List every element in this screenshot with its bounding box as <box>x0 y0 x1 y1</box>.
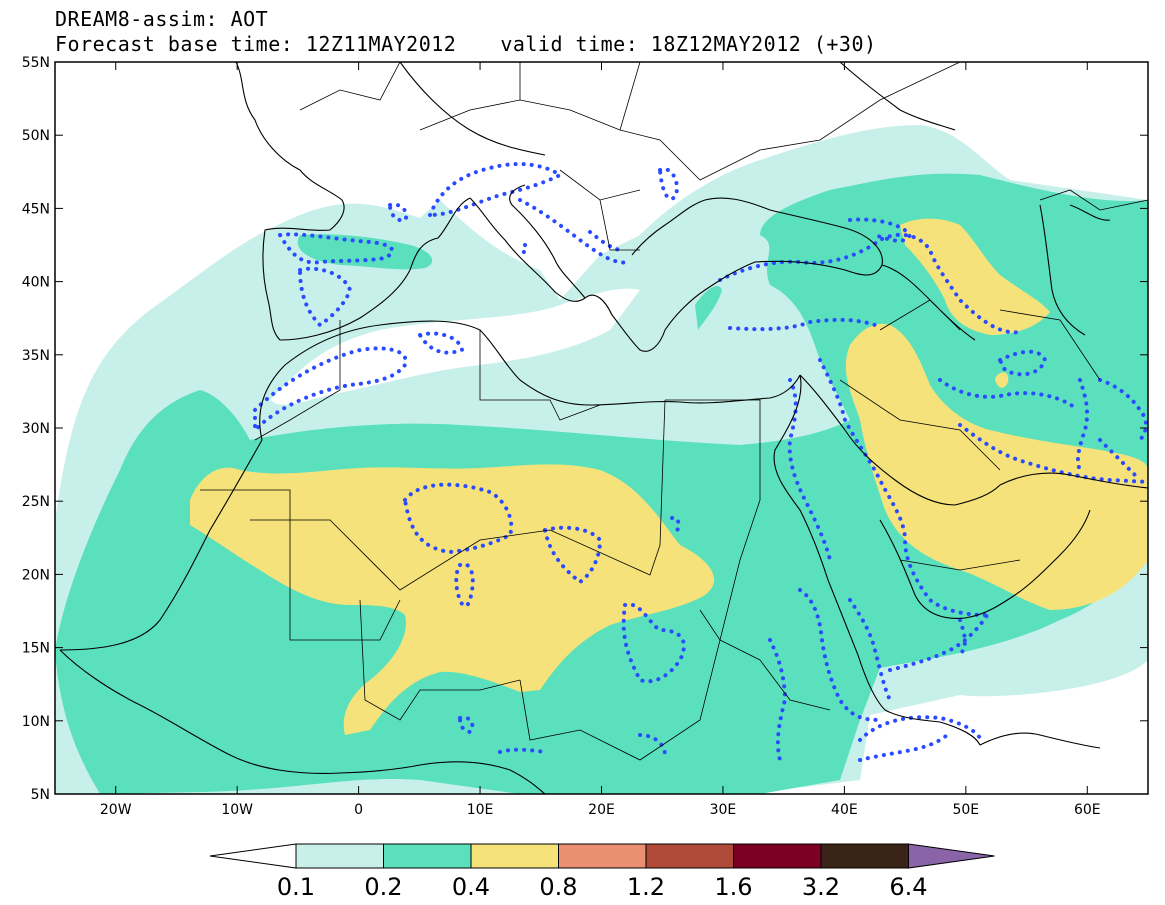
lon-label: 20W <box>100 802 132 818</box>
lat-label: 5N <box>31 787 50 803</box>
lat-label: 20N <box>22 567 50 583</box>
country-borders <box>200 62 1148 761</box>
coastlines <box>59 62 1148 794</box>
colorbar-label: 0.8 <box>539 873 577 901</box>
longitude-axis: 20W 10W 0 10E 20E 30E 40E 50E 60E <box>100 62 1101 818</box>
aot-region-0.4 <box>190 464 715 735</box>
latitude-axis: 55N 50N 45N 40N 35N 30N 25N 20N 15N 10N 5N <box>22 55 1148 803</box>
chart-subtitle: Forecast base time: 12Z11MAY2012 valid ti… <box>55 33 877 55</box>
colorbar-label: 0.2 <box>364 873 402 901</box>
colorbar-box <box>645 843 734 869</box>
colorbar-box <box>383 843 472 869</box>
chart-title: DREAM8-assim: AOT <box>55 7 269 31</box>
lat-label: 50N <box>22 128 50 144</box>
lon-label: 0 <box>354 802 363 818</box>
lat-label: 45N <box>22 201 50 217</box>
colorbar-box <box>558 843 647 869</box>
aot-region-below-0.1 <box>270 288 640 405</box>
aot-region-0.2 <box>695 285 722 330</box>
lat-label: 55N <box>22 55 50 71</box>
lat-label: 40N <box>22 275 50 291</box>
valid-time: valid time: 18Z12MAY2012 (+30) <box>500 32 877 56</box>
lon-label: 30E <box>710 802 737 818</box>
lon-label: 40E <box>831 802 858 818</box>
colorbar-box <box>295 843 384 869</box>
lon-label: 10E <box>467 802 494 818</box>
colorbar-label: 0.4 <box>452 873 490 901</box>
lon-label: 20E <box>588 802 615 818</box>
colorbar-arrow-low <box>209 843 297 869</box>
colorbar: 0.1 0.2 0.4 0.8 1.2 1.6 3.2 6.4 <box>209 843 995 901</box>
colorbar-box <box>820 843 909 869</box>
aot-region-0.4 <box>900 218 1050 335</box>
lat-label: 15N <box>22 641 50 657</box>
aot-field <box>55 62 1148 794</box>
colorbar-label: 6.4 <box>889 873 927 901</box>
lon-label: 60E <box>1074 802 1101 818</box>
lon-label: 50E <box>952 802 979 818</box>
lat-label: 35N <box>22 348 50 364</box>
colorbar-label: 0.1 <box>277 873 315 901</box>
colorbar-arrow-high <box>908 843 995 869</box>
dotted-contours <box>253 162 1148 762</box>
colorbar-label: 1.2 <box>627 873 665 901</box>
lat-label: 30N <box>22 421 50 437</box>
aot-region-0.4 <box>995 372 1009 388</box>
colorbar-box <box>733 843 822 869</box>
colorbar-box <box>470 843 559 869</box>
base-time: Forecast base time: 12Z11MAY2012 <box>55 32 457 56</box>
lon-label: 10W <box>221 802 253 818</box>
lat-label: 25N <box>22 494 50 510</box>
colorbar-label: 3.2 <box>802 873 840 901</box>
lat-label: 10N <box>22 714 50 730</box>
colorbar-label: 1.6 <box>714 873 752 901</box>
